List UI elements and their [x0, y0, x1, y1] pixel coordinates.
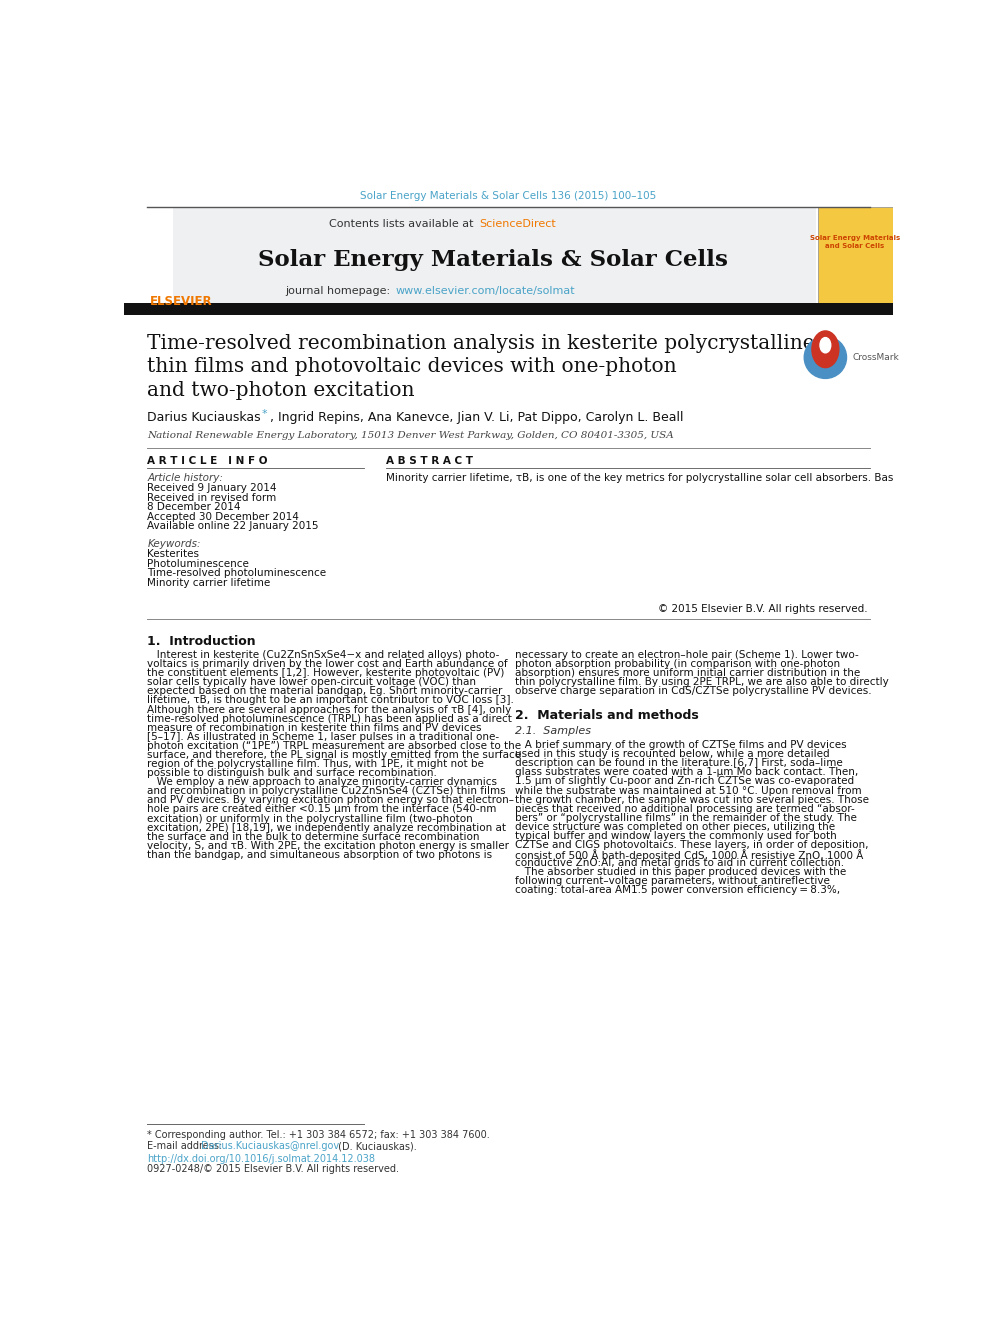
- Text: glass substrates were coated with a 1-μm Mo back contact. Then,: glass substrates were coated with a 1-μm…: [515, 767, 858, 778]
- Text: region of the polycrystalline film. Thus, with 1PE, it might not be: region of the polycrystalline film. Thus…: [147, 759, 484, 769]
- Text: Photoluminescence: Photoluminescence: [147, 558, 249, 569]
- Text: 0927-0248/© 2015 Elsevier B.V. All rights reserved.: 0927-0248/© 2015 Elsevier B.V. All right…: [147, 1164, 399, 1175]
- Text: © 2015 Elsevier B.V. All rights reserved.: © 2015 Elsevier B.V. All rights reserved…: [659, 603, 868, 614]
- Text: photon absorption probability (in comparison with one-photon: photon absorption probability (in compar…: [515, 659, 839, 669]
- Text: [5–17]. As illustrated in Scheme 1, laser pulses in a traditional one-: [5–17]. As illustrated in Scheme 1, lase…: [147, 732, 499, 742]
- Text: Time-resolved photoluminescence: Time-resolved photoluminescence: [147, 569, 326, 578]
- Text: 2.  Materials and methods: 2. Materials and methods: [515, 709, 698, 722]
- Text: photon excitation (“1PE”) TRPL measurement are absorbed close to the: photon excitation (“1PE”) TRPL measureme…: [147, 741, 522, 751]
- Text: Darius.Kuciauskas@nrel.gov: Darius.Kuciauskas@nrel.gov: [201, 1142, 339, 1151]
- Text: excitation) or uniformly in the polycrystalline film (two-photon: excitation) or uniformly in the polycrys…: [147, 814, 473, 824]
- Text: observe charge separation in CdS/CZTSe polycrystalline PV devices.: observe charge separation in CdS/CZTSe p…: [515, 687, 871, 696]
- Text: possible to distinguish bulk and surface recombination.: possible to distinguish bulk and surface…: [147, 769, 437, 778]
- Text: the surface and in the bulk to determine surface recombination: the surface and in the bulk to determine…: [147, 832, 480, 841]
- Text: * Corresponding author. Tel.: +1 303 384 6572; fax: +1 303 384 7600.: * Corresponding author. Tel.: +1 303 384…: [147, 1130, 490, 1140]
- Text: Solar Energy Materials & Solar Cells 136 (2015) 100–105: Solar Energy Materials & Solar Cells 136…: [360, 191, 657, 201]
- Text: , Ingrid Repins, Ana Kanevce, Jian V. Li, Pat Dippo, Carolyn L. Beall: , Ingrid Repins, Ana Kanevce, Jian V. Li…: [270, 411, 683, 425]
- Text: Although there are several approaches for the analysis of τB [4], only: Although there are several approaches fo…: [147, 705, 512, 714]
- Text: We employ a new approach to analyze minority-carrier dynamics: We employ a new approach to analyze mino…: [147, 777, 497, 787]
- Text: Interest in kesterite (Cu2ZnSnSxSe4−x and related alloys) photo-: Interest in kesterite (Cu2ZnSnSxSe4−x an…: [147, 650, 500, 660]
- Text: necessary to create an electron–hole pair (Scheme 1). Lower two-: necessary to create an electron–hole pai…: [515, 650, 858, 660]
- Text: E-mail address:: E-mail address:: [147, 1142, 225, 1151]
- Ellipse shape: [820, 337, 830, 353]
- Text: Received in revised form: Received in revised form: [147, 492, 277, 503]
- Text: Kesterites: Kesterites: [147, 549, 199, 560]
- Text: consist of 500 Å bath-deposited CdS, 1000 Å resistive ZnO, 1000 Å: consist of 500 Å bath-deposited CdS, 100…: [515, 849, 863, 861]
- Text: measure of recombination in kesterite thin films and PV devices: measure of recombination in kesterite th…: [147, 722, 482, 733]
- Ellipse shape: [811, 331, 839, 368]
- Text: journal homepage:: journal homepage:: [285, 286, 394, 296]
- Text: expected based on the material bandgap, Eg. Short minority-carrier: expected based on the material bandgap, …: [147, 687, 503, 696]
- Text: and recombination in polycrystalline Cu2ZnSnSe4 (CZTSe) thin films: and recombination in polycrystalline Cu2…: [147, 786, 506, 796]
- Text: Accepted 30 December 2014: Accepted 30 December 2014: [147, 512, 300, 521]
- Text: www.elsevier.com/locate/solmat: www.elsevier.com/locate/solmat: [395, 286, 575, 296]
- Text: than the bandgap, and simultaneous absorption of two photons is: than the bandgap, and simultaneous absor…: [147, 849, 492, 860]
- Text: excitation, 2PE) [18,19], we independently analyze recombination at: excitation, 2PE) [18,19], we independent…: [147, 823, 506, 832]
- Text: ELSEVIER: ELSEVIER: [150, 295, 212, 308]
- Text: coating: total-area AM1.5 power conversion efficiency = 8.3%,: coating: total-area AM1.5 power conversi…: [515, 885, 839, 896]
- Text: while the substrate was maintained at 510 °C. Upon removal from: while the substrate was maintained at 51…: [515, 786, 861, 795]
- Text: following current–voltage parameters, without antireflective: following current–voltage parameters, wi…: [515, 876, 829, 886]
- Text: lifetime, τB, is thought to be an important contributor to VOC loss [3].: lifetime, τB, is thought to be an import…: [147, 696, 514, 705]
- Text: Minority carrier lifetime, τB, is one of the key metrics for polycrystalline sol: Minority carrier lifetime, τB, is one of…: [386, 472, 992, 483]
- Bar: [124, 303, 893, 315]
- Text: 1.5 μm of slightly Cu-poor and Zn-rich CZTSe was co-evaporated: 1.5 μm of slightly Cu-poor and Zn-rich C…: [515, 777, 854, 786]
- Text: thin polycrystalline film. By using 2PE TRPL, we are also able to directly: thin polycrystalline film. By using 2PE …: [515, 677, 889, 687]
- Text: voltaics is primarily driven by the lower cost and Earth abundance of: voltaics is primarily driven by the lowe…: [147, 659, 508, 669]
- Text: http://dx.doi.org/10.1016/j.solmat.2014.12.038: http://dx.doi.org/10.1016/j.solmat.2014.…: [147, 1154, 375, 1164]
- Text: the growth chamber, the sample was cut into several pieces. Those: the growth chamber, the sample was cut i…: [515, 795, 869, 804]
- Text: 8 December 2014: 8 December 2014: [147, 503, 241, 512]
- Text: thin films and photovoltaic devices with one-photon: thin films and photovoltaic devices with…: [147, 357, 677, 377]
- Text: and PV devices. By varying excitation photon energy so that electron–: and PV devices. By varying excitation ph…: [147, 795, 514, 806]
- Text: A brief summary of the growth of CZTSe films and PV devices: A brief summary of the growth of CZTSe f…: [515, 740, 846, 750]
- Text: Solar Energy Materials
and Solar Cells: Solar Energy Materials and Solar Cells: [809, 235, 900, 249]
- Text: ScienceDirect: ScienceDirect: [479, 220, 556, 229]
- Text: CZTSe and CIGS photovoltaics. These layers, in order of deposition,: CZTSe and CIGS photovoltaics. These laye…: [515, 840, 868, 851]
- Bar: [817, 208, 893, 308]
- Text: National Renewable Energy Laboratory, 15013 Denver West Parkway, Golden, CO 8040: National Renewable Energy Laboratory, 15…: [147, 431, 674, 441]
- Text: Minority carrier lifetime: Minority carrier lifetime: [147, 578, 271, 587]
- Text: pieces that received no additional processing are termed “absor-: pieces that received no additional proce…: [515, 803, 854, 814]
- Text: used in this study is recounted below, while a more detailed: used in this study is recounted below, w…: [515, 749, 829, 759]
- Text: Time-resolved recombination analysis in kesterite polycrystalline: Time-resolved recombination analysis in …: [147, 335, 814, 353]
- Text: A B S T R A C T: A B S T R A C T: [386, 456, 473, 466]
- Text: Received 9 January 2014: Received 9 January 2014: [147, 483, 277, 493]
- Text: *: *: [262, 409, 268, 419]
- Text: CrossMark: CrossMark: [852, 353, 899, 363]
- Text: solar cells typically have lower open-circuit voltage (VOC) than: solar cells typically have lower open-ci…: [147, 677, 476, 687]
- Text: hole pairs are created either <0.15 μm from the interface (540-nm: hole pairs are created either <0.15 μm f…: [147, 804, 497, 815]
- Text: Keywords:: Keywords:: [147, 540, 200, 549]
- Text: velocity, S, and τB. With 2PE, the excitation photon energy is smaller: velocity, S, and τB. With 2PE, the excit…: [147, 841, 509, 851]
- Text: (D. Kuciauskas).: (D. Kuciauskas).: [335, 1142, 417, 1151]
- Text: Darius Kuciauskas: Darius Kuciauskas: [147, 411, 265, 425]
- Text: Contents lists available at: Contents lists available at: [329, 220, 477, 229]
- Text: surface, and therefore, the PL signal is mostly emitted from the surface: surface, and therefore, the PL signal is…: [147, 750, 522, 759]
- Text: and two-photon excitation: and two-photon excitation: [147, 381, 415, 400]
- Text: Available online 22 January 2015: Available online 22 January 2015: [147, 521, 318, 532]
- Text: Article history:: Article history:: [147, 472, 223, 483]
- Text: Solar Energy Materials & Solar Cells: Solar Energy Materials & Solar Cells: [258, 250, 728, 271]
- Text: device structure was completed on other pieces, utilizing the: device structure was completed on other …: [515, 822, 834, 832]
- Text: typical buffer and window layers the commonly used for both: typical buffer and window layers the com…: [515, 831, 836, 841]
- Text: A R T I C L E   I N F O: A R T I C L E I N F O: [147, 456, 268, 466]
- Text: 2.1.  Samples: 2.1. Samples: [515, 726, 590, 737]
- Text: bers” or “polycrystalline films” in the remainder of the study. The: bers” or “polycrystalline films” in the …: [515, 812, 856, 823]
- Text: conductive ZnO:Al, and metal grids to aid in current collection.: conductive ZnO:Al, and metal grids to ai…: [515, 859, 844, 868]
- Text: The absorber studied in this paper produced devices with the: The absorber studied in this paper produ…: [515, 868, 846, 877]
- Text: the constituent elements [1,2]. However, kesterite photovoltaic (PV): the constituent elements [1,2]. However,…: [147, 668, 505, 679]
- Bar: [173, 208, 816, 308]
- Text: absorption) ensures more uniform initial carrier distribution in the: absorption) ensures more uniform initial…: [515, 668, 860, 679]
- Text: description can be found in the literature.[6,7] First, soda–lime: description can be found in the literatu…: [515, 758, 842, 769]
- Bar: [124, 208, 173, 308]
- Text: 1.  Introduction: 1. Introduction: [147, 635, 256, 648]
- Ellipse shape: [805, 336, 846, 378]
- Text: time-resolved photoluminescence (TRPL) has been applied as a direct: time-resolved photoluminescence (TRPL) h…: [147, 713, 512, 724]
